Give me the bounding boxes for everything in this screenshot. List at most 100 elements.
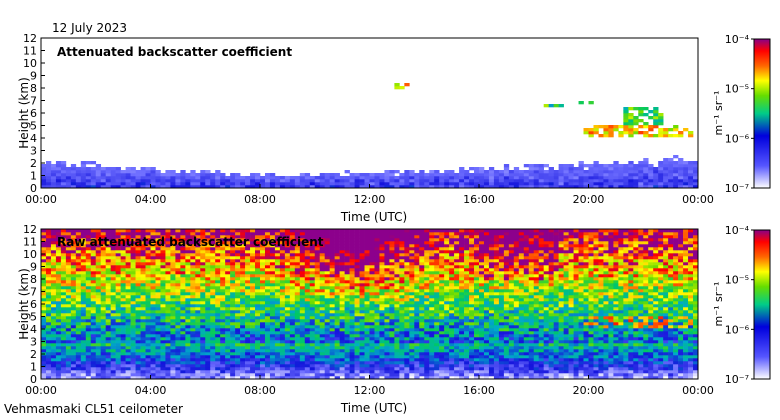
heatmap-cell: [274, 319, 281, 323]
heatmap-cell: [230, 241, 236, 245]
heatmap-cell: [319, 238, 326, 242]
heatmap-cell: [75, 232, 82, 236]
heatmap-cell: [250, 373, 256, 377]
heatmap-cell: [185, 349, 191, 353]
heatmap-cell: [309, 244, 316, 248]
heatmap-cell: [75, 262, 82, 266]
heatmap-cell: [145, 283, 151, 287]
heatmap-cell: [120, 307, 126, 311]
heatmap-cell: [180, 370, 186, 374]
heatmap-cell: [404, 301, 410, 305]
heatmap-cell: [100, 361, 107, 365]
heatmap-cell: [70, 235, 77, 239]
heatmap-cell: [240, 289, 246, 293]
heatmap-cell: [230, 274, 236, 278]
heatmap-cell: [379, 358, 385, 362]
heatmap-cell: [170, 176, 176, 180]
heatmap-cell: [255, 286, 261, 290]
heatmap-cell: [125, 370, 131, 374]
heatmap-cell: [185, 307, 191, 311]
heatmap-cell: [65, 352, 72, 356]
heatmap-cell: [110, 352, 116, 356]
heatmap-cell: [304, 331, 311, 335]
heatmap-cell: [289, 337, 296, 341]
heatmap-cell: [165, 235, 171, 239]
heatmap-cell: [215, 271, 221, 275]
heatmap-cell: [65, 310, 72, 314]
heatmap-cell: [160, 295, 166, 299]
heatmap-cell: [135, 301, 141, 305]
heatmap-cell: [274, 316, 281, 320]
heatmap-cell: [464, 185, 470, 189]
heatmap-cell: [225, 256, 231, 260]
heatmap-cell: [100, 247, 107, 251]
heatmap-cell: [110, 289, 116, 293]
heatmap-cell: [250, 271, 256, 275]
heatmap-cell: [319, 346, 326, 350]
heatmap-cell: [205, 373, 211, 377]
heatmap-cell: [195, 349, 201, 353]
heatmap-cell: [329, 337, 335, 341]
heatmap-cell: [319, 331, 326, 335]
heatmap-cell: [190, 170, 196, 174]
heatmap-cell: [140, 283, 146, 287]
heatmap-cell: [264, 343, 271, 347]
heatmap-cell: [60, 274, 67, 278]
heatmap-cell: [50, 167, 57, 171]
heatmap-cell: [429, 295, 435, 299]
heatmap-cell: [344, 235, 350, 239]
heatmap-cell: [195, 241, 201, 245]
heatmap-cell: [409, 238, 415, 242]
heatmap-cell: [90, 185, 97, 189]
heatmap-cell: [434, 349, 440, 353]
heatmap-cell: [394, 244, 400, 248]
heatmap-cell: [200, 262, 206, 266]
heatmap-cell: [429, 289, 435, 293]
heatmap-cell: [85, 313, 92, 317]
heatmap-cell: [255, 229, 261, 233]
heatmap-cell: [374, 262, 380, 266]
heatmap-cell: [329, 173, 335, 177]
heatmap-cell: [274, 373, 281, 377]
heatmap-cell: [304, 185, 311, 189]
heatmap-cell: [85, 316, 92, 320]
heatmap-cell: [364, 259, 370, 263]
heatmap-cell: [250, 343, 256, 347]
heatmap-cell: [394, 292, 400, 296]
heatmap-cell: [389, 265, 395, 269]
heatmap-cell: [503, 179, 510, 183]
heatmap-cell: [41, 170, 47, 174]
heatmap-cell: [210, 283, 216, 287]
heatmap-cell: [175, 316, 181, 320]
heatmap-cell: [424, 304, 430, 308]
heatmap-cell: [260, 238, 266, 242]
heatmap-cell: [279, 364, 286, 368]
heatmap-cell: [409, 173, 415, 177]
heatmap-cell: [623, 119, 629, 123]
heatmap-cell: [349, 253, 355, 257]
heatmap-cell: [384, 328, 390, 332]
heatmap-cell: [155, 280, 161, 284]
heatmap-cell: [170, 253, 176, 257]
heatmap-cell: [45, 373, 52, 377]
heatmap-cell: [364, 235, 370, 239]
heatmap-cell: [195, 182, 201, 186]
heatmap-cell: [553, 176, 559, 180]
heatmap-cell: [354, 307, 360, 311]
heatmap-cell: [294, 241, 301, 245]
heatmap-cell: [140, 185, 146, 189]
heatmap-cell: [60, 316, 67, 320]
heatmap-cell: [469, 176, 475, 180]
heatmap-cell: [289, 322, 296, 326]
heatmap-cell: [414, 298, 420, 302]
heatmap-cell: [41, 295, 47, 299]
heatmap-cell: [319, 277, 326, 281]
heatmap-cell: [319, 182, 326, 186]
heatmap-cell: [424, 319, 430, 323]
heatmap-cell: [220, 289, 226, 293]
heatmap-cell: [548, 176, 554, 180]
heatmap-cell: [474, 182, 480, 186]
heatmap-cell: [115, 268, 121, 272]
heatmap-cell: [419, 325, 425, 329]
heatmap-cell: [115, 173, 121, 177]
